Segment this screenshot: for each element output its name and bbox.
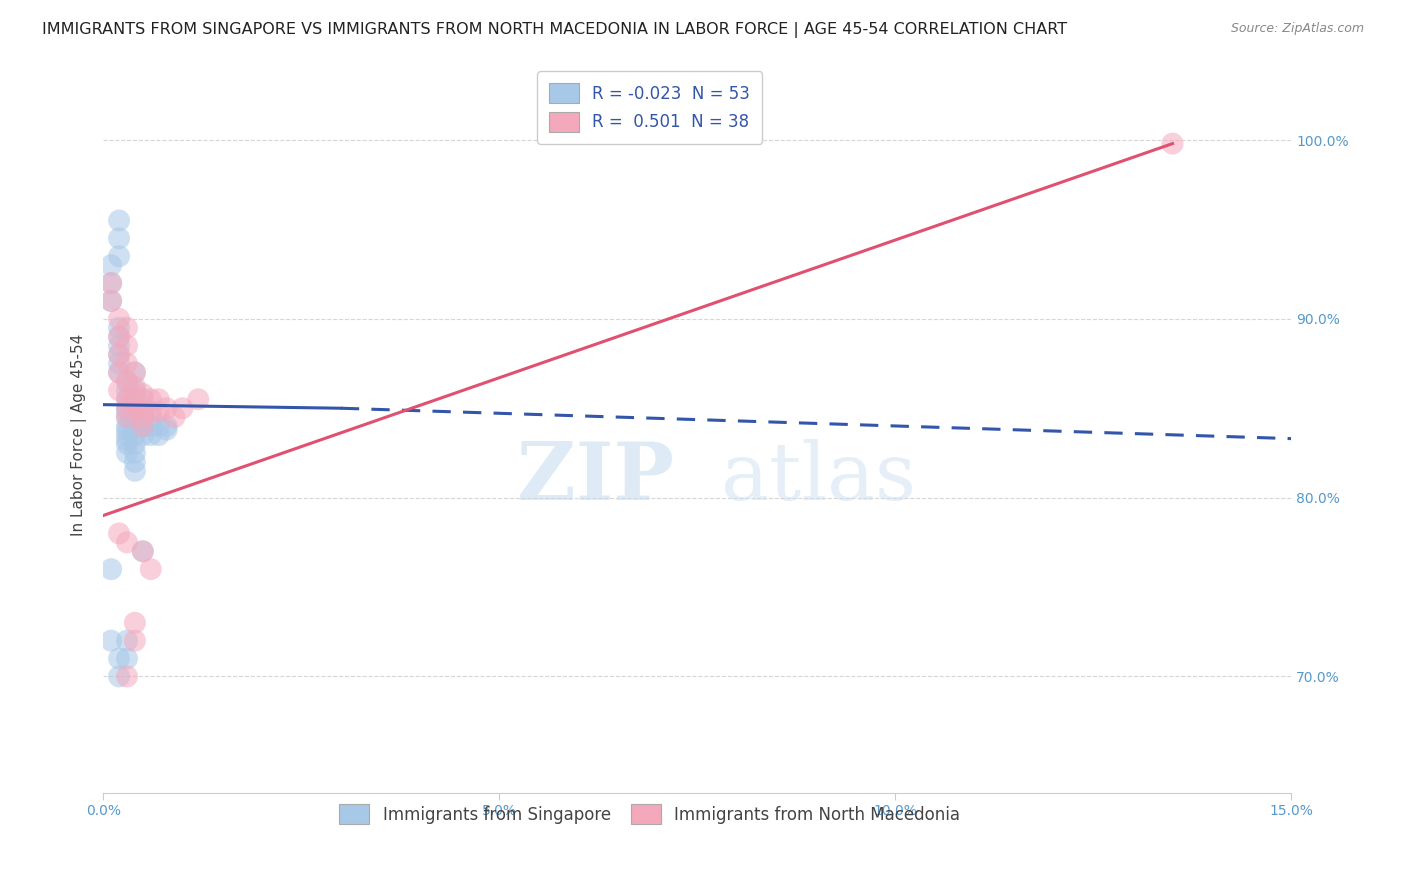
Point <box>124 437 146 451</box>
Point <box>115 392 138 407</box>
Point <box>155 423 177 437</box>
Point <box>108 320 131 334</box>
Point <box>115 410 138 425</box>
Point <box>124 464 146 478</box>
Point <box>108 338 131 352</box>
Point <box>108 231 131 245</box>
Point <box>132 419 155 434</box>
Point <box>115 651 138 665</box>
Point <box>108 311 131 326</box>
Point <box>100 293 122 308</box>
Point <box>139 562 162 576</box>
Point <box>124 410 146 425</box>
Point <box>132 387 155 401</box>
Point <box>124 392 146 407</box>
Point <box>124 401 146 416</box>
Point <box>132 410 155 425</box>
Text: Source: ZipAtlas.com: Source: ZipAtlas.com <box>1230 22 1364 36</box>
Point <box>187 392 209 407</box>
Point <box>100 562 122 576</box>
Point <box>132 405 155 419</box>
Point <box>124 401 146 416</box>
Point <box>148 392 170 407</box>
Point <box>115 392 138 407</box>
Point <box>115 423 138 437</box>
Point <box>100 276 122 290</box>
Point <box>139 405 162 419</box>
Point <box>108 669 131 683</box>
Point <box>139 428 162 442</box>
Point <box>124 455 146 469</box>
Point <box>108 384 131 398</box>
Point <box>115 633 138 648</box>
Text: ZIP: ZIP <box>516 439 673 517</box>
Point <box>115 357 138 371</box>
Point <box>132 401 155 416</box>
Point <box>124 366 146 380</box>
Point <box>124 389 146 403</box>
Point <box>163 410 186 425</box>
Point <box>115 434 138 448</box>
Point <box>100 293 122 308</box>
Point <box>108 213 131 227</box>
Point <box>108 329 131 343</box>
Legend: Immigrants from Singapore, Immigrants from North Macedonia: Immigrants from Singapore, Immigrants fr… <box>329 794 970 834</box>
Point <box>115 669 138 683</box>
Point <box>115 384 138 398</box>
Point <box>124 615 146 630</box>
Point <box>115 320 138 334</box>
Point <box>124 380 146 394</box>
Point <box>124 633 146 648</box>
Point <box>132 419 155 434</box>
Point <box>148 405 170 419</box>
Point <box>132 544 155 558</box>
Point <box>124 446 146 460</box>
Point <box>115 338 138 352</box>
Point <box>139 419 162 434</box>
Point <box>155 419 177 434</box>
Point <box>132 392 155 407</box>
Point <box>115 437 138 451</box>
Point <box>1161 136 1184 151</box>
Point <box>139 410 162 425</box>
Point <box>148 428 170 442</box>
Point <box>139 392 162 407</box>
Point <box>108 366 131 380</box>
Point <box>115 405 138 419</box>
Point <box>155 401 177 416</box>
Point <box>132 428 155 442</box>
Point <box>124 419 146 434</box>
Text: atlas: atlas <box>721 439 917 517</box>
Text: IMMIGRANTS FROM SINGAPORE VS IMMIGRANTS FROM NORTH MACEDONIA IN LABOR FORCE | AG: IMMIGRANTS FROM SINGAPORE VS IMMIGRANTS … <box>42 22 1067 38</box>
Point <box>108 348 131 362</box>
Point <box>115 401 138 416</box>
Point <box>108 357 131 371</box>
Point <box>100 258 122 272</box>
Point <box>100 276 122 290</box>
Point <box>115 419 138 434</box>
Point <box>115 446 138 460</box>
Point <box>115 535 138 549</box>
Point <box>132 544 155 558</box>
Point <box>108 249 131 263</box>
Point <box>124 428 146 442</box>
Point <box>124 384 146 398</box>
Point <box>108 348 131 362</box>
Point <box>108 329 131 343</box>
Point <box>115 401 138 416</box>
Y-axis label: In Labor Force | Age 45-54: In Labor Force | Age 45-54 <box>72 334 87 536</box>
Point <box>115 410 138 425</box>
Point <box>100 633 122 648</box>
Point <box>124 366 146 380</box>
Point <box>108 526 131 541</box>
Point <box>115 375 138 389</box>
Point <box>148 419 170 434</box>
Point <box>132 410 155 425</box>
Point <box>115 375 138 389</box>
Point <box>115 428 138 442</box>
Point <box>108 651 131 665</box>
Point <box>108 366 131 380</box>
Point <box>172 401 194 416</box>
